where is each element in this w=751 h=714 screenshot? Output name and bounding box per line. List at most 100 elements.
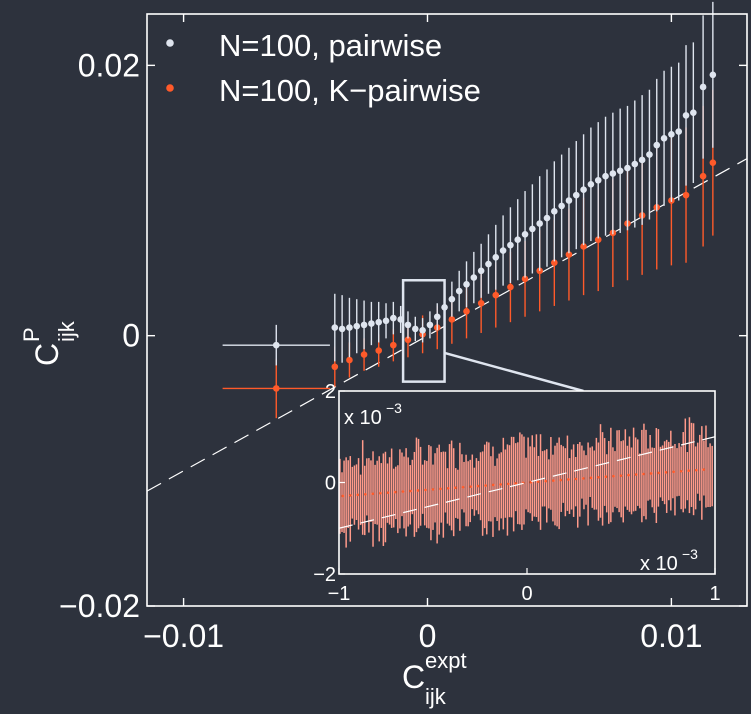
point-pairwise <box>404 321 412 329</box>
inset-y-multiplier: x 10 <box>344 407 382 429</box>
point-pairwise <box>455 287 463 295</box>
point-pairwise <box>594 176 602 184</box>
inset-point <box>642 472 645 476</box>
point-pairwise <box>390 314 397 322</box>
point-pairwise <box>646 151 653 158</box>
inset-point <box>469 485 472 488</box>
point-kpairwise <box>565 251 573 258</box>
point-kpairwise <box>521 275 529 283</box>
inset-point <box>386 491 390 494</box>
inset-point <box>356 493 360 497</box>
inset-point <box>597 475 600 479</box>
legend-marker-kpairwise <box>166 84 174 92</box>
inset-point <box>491 483 495 487</box>
inset-point <box>446 486 450 490</box>
point-pairwise <box>638 156 646 164</box>
point-pairwise <box>463 281 470 288</box>
point-pairwise <box>353 322 361 330</box>
point-pairwise <box>382 317 390 325</box>
point-pairwise <box>668 130 675 138</box>
point-kpairwise <box>580 243 587 250</box>
point-pairwise <box>448 295 456 303</box>
point-kpairwise <box>492 291 500 299</box>
point-pairwise <box>572 191 580 199</box>
point-pairwise <box>551 208 558 215</box>
inset-point <box>424 488 427 492</box>
inset-x-tick-label: 1 <box>709 583 720 605</box>
legend: N=100, pairwise N=100, K−pairwise <box>166 28 481 108</box>
point-pairwise <box>624 164 631 172</box>
legend-label-pairwise: N=100, pairwise <box>219 28 442 63</box>
point-pairwise <box>675 128 683 135</box>
y-tick-label: 0 <box>122 318 140 354</box>
inset-point <box>612 474 615 478</box>
point-kpairwise <box>360 351 368 358</box>
main-plot-frame <box>146 13 748 607</box>
inset-point <box>499 483 502 486</box>
y-axis-label: C P ijk <box>19 320 79 366</box>
point-kpairwise <box>390 341 397 349</box>
inset-point <box>544 479 548 483</box>
point-pairwise <box>507 241 514 249</box>
inset-point <box>694 468 698 472</box>
inset-point <box>431 488 435 491</box>
point-pairwise <box>536 220 543 227</box>
inset-point <box>567 478 570 481</box>
point-pairwise <box>477 267 485 275</box>
point-pairwise <box>631 160 639 168</box>
inset-point <box>634 473 638 476</box>
y-tick-label: −0.02 <box>59 588 140 624</box>
inset-point <box>649 472 653 475</box>
point-pairwise <box>521 231 529 238</box>
inset-point <box>687 469 690 472</box>
point-pairwise <box>609 170 617 177</box>
inset-point <box>348 494 352 497</box>
main-axes: −0.01 0 0.01 −0.02 0 0.02 <box>59 13 748 654</box>
zoom-box <box>401 279 446 383</box>
inset-point <box>401 490 405 493</box>
point-pairwise <box>419 326 426 334</box>
inset-x-multiplier-exponent: −3 <box>682 546 698 562</box>
inset-x-tick-label: −1 <box>328 583 351 605</box>
inset-point <box>394 490 397 494</box>
point-pairwise <box>543 214 551 222</box>
point-pairwise <box>529 225 536 233</box>
main-plot-data <box>146 1 748 492</box>
inset-point <box>672 470 675 474</box>
inset-multipliers: x 10 −3 x 10 −3 <box>344 400 698 575</box>
inset-point <box>484 484 487 487</box>
point-kpairwise <box>594 236 602 244</box>
point-kpairwise <box>346 356 353 364</box>
inset-x-tick-label: 0 <box>521 583 532 605</box>
point-kpairwise <box>709 159 717 166</box>
zoom-connector-line <box>444 351 584 393</box>
inset-point <box>664 471 668 474</box>
x-tick-label: −0.01 <box>143 618 224 654</box>
x-axis-label: C expt ijk <box>402 648 467 709</box>
inset-point <box>604 475 608 479</box>
inset-point <box>679 469 683 473</box>
point-pairwise <box>360 321 368 329</box>
point-pairwise <box>331 324 339 331</box>
inset-y-tick-label: 0 <box>325 473 336 495</box>
point-pairwise <box>470 274 478 281</box>
inset-y-tick-label: 2 <box>325 381 336 403</box>
inset-point <box>364 493 367 496</box>
x-tick-label: 0 <box>419 618 437 654</box>
inset-x-multiplier: x 10 <box>640 553 678 575</box>
point-pairwise <box>338 325 346 333</box>
x-axis-label-subscript: ijk <box>425 684 447 709</box>
point-kpairwise <box>463 308 470 315</box>
point-pairwise <box>565 197 573 204</box>
point-kpairwise <box>272 385 280 392</box>
point-pairwise <box>580 186 587 194</box>
diagonal-reference-line <box>146 158 748 492</box>
point-pairwise <box>682 112 690 119</box>
inset-point <box>379 491 382 495</box>
point-pairwise <box>411 325 419 333</box>
point-kpairwise <box>404 336 412 344</box>
inset-point <box>409 489 412 493</box>
point-pairwise <box>272 341 280 349</box>
y-axis-label-superscript: P <box>19 327 44 342</box>
